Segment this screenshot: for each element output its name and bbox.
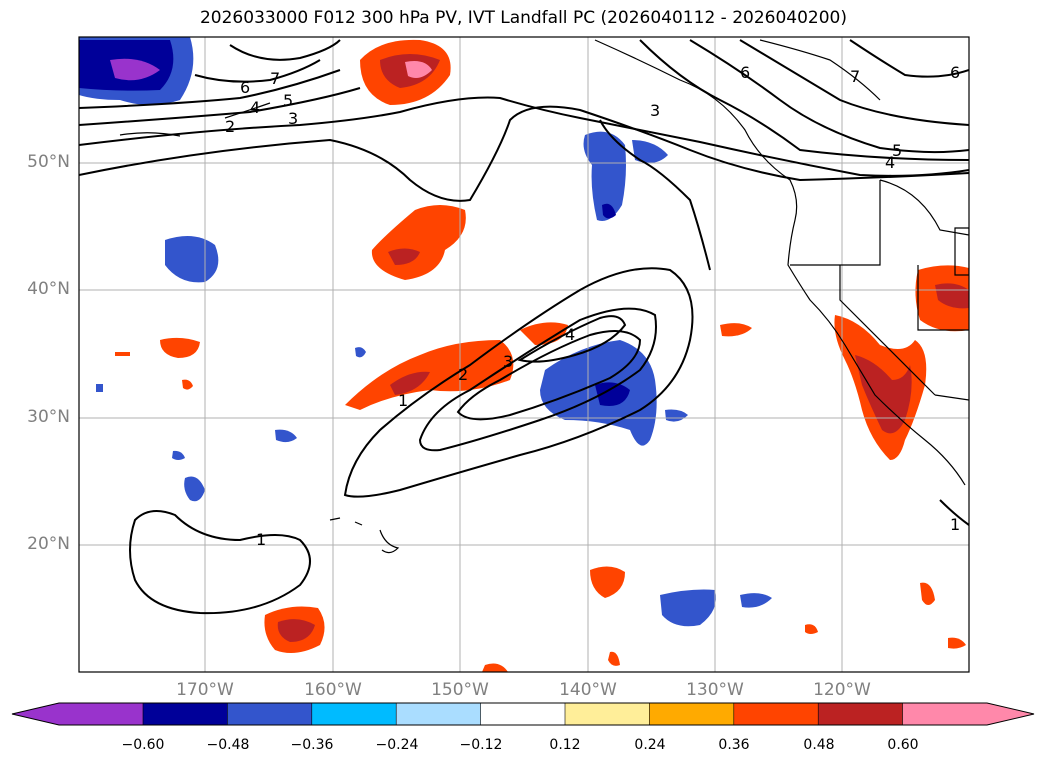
lon-label-140w: 140°W xyxy=(559,680,617,700)
contour-label: 2 xyxy=(458,365,468,384)
contour-label: 3 xyxy=(503,352,513,371)
contour-label: 5 xyxy=(892,141,902,160)
colorbar-segment xyxy=(733,703,819,725)
map-frame xyxy=(78,36,970,673)
contour-label: 3 xyxy=(288,109,298,128)
colorbar-outline xyxy=(11,702,1035,726)
colorbar-tick-label: 0.48 xyxy=(803,737,835,753)
contour-label: 1 xyxy=(256,530,266,549)
contour-label: 1 xyxy=(398,391,408,410)
pv-contours xyxy=(79,39,969,615)
contour-label: 5 xyxy=(283,91,293,110)
colorbar-extend-min xyxy=(12,703,59,725)
contour-label: 4 xyxy=(565,325,575,344)
colorbar-tick-label: −0.48 xyxy=(206,737,250,753)
lon-label-170w: 170°W xyxy=(176,680,234,700)
map-title: 2026033000 F012 300 hPa PV, IVT Landfall… xyxy=(199,8,847,28)
lon-label-130w: 130°W xyxy=(686,680,744,700)
colorbar-segment xyxy=(649,703,734,725)
colorbar-tick-label: 0.24 xyxy=(634,737,666,753)
contour-label: 7 xyxy=(850,67,860,86)
contour-label: 4 xyxy=(250,98,260,117)
contour-label: 4 xyxy=(885,153,895,172)
colorbar-segment xyxy=(227,703,312,725)
colorbar-tick-label: 0.12 xyxy=(549,737,581,753)
coastlines xyxy=(119,39,969,554)
contour-label: 3 xyxy=(650,101,660,120)
lat-label-40n: 40°N xyxy=(27,279,70,299)
colorbar-segment xyxy=(396,703,481,725)
lon-label-160w: 160°W xyxy=(304,680,362,700)
lon-label-150w: 150°W xyxy=(431,680,489,700)
lat-label-50n: 50°N xyxy=(27,152,70,172)
contour-label: 2 xyxy=(225,117,235,136)
colorbar-extend-max xyxy=(987,703,1034,725)
colorbar-tick-label: 0.36 xyxy=(718,737,750,753)
colorbar-tick-label: −0.24 xyxy=(375,737,419,753)
colorbar-tick-label: 0.60 xyxy=(887,737,919,753)
contour-label: 6 xyxy=(740,63,750,82)
graticule xyxy=(79,37,969,672)
contour-labels: 7 6 5 4 3 2 3 6 7 6 5 4 4 3 2 1 1 1 xyxy=(225,63,960,549)
colorbar-segment xyxy=(143,703,228,725)
colorbar-segment xyxy=(903,703,987,725)
colorbar-segment xyxy=(818,703,903,725)
colorbar-segment xyxy=(480,703,565,725)
colorbar-tick-label: −0.12 xyxy=(459,737,503,753)
contour-label: 7 xyxy=(270,69,280,88)
contour-label: 6 xyxy=(950,63,960,82)
colorbar-segment xyxy=(565,703,650,725)
lon-label-120w: 120°W xyxy=(813,680,871,700)
colorbar-tick-label: −0.36 xyxy=(290,737,334,753)
contour-label: 1 xyxy=(950,515,960,534)
colorbar-tick-label: −0.60 xyxy=(121,737,165,753)
colorbar-segment xyxy=(59,703,143,725)
map-panel: 7 6 5 4 3 2 3 6 7 6 5 4 4 3 2 1 1 1 xyxy=(78,36,970,673)
lat-label-20n: 20°N xyxy=(27,534,70,554)
contour-label: 6 xyxy=(240,78,250,97)
colorbar-segment xyxy=(311,703,397,725)
lat-label-30n: 30°N xyxy=(27,407,70,427)
